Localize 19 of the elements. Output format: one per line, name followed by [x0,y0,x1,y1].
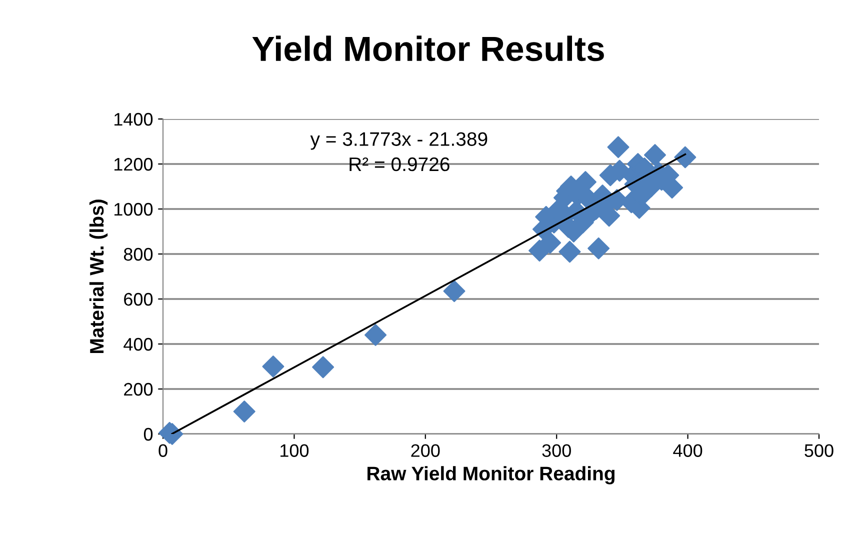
y-tick-label: 200 [124,382,153,396]
annotation: y = 3.1773x - 21.389 [310,132,488,150]
chart-title: Yield Monitor Results [252,36,604,62]
y-tick-label: 800 [124,248,153,261]
y-tick-label: 1000 [114,202,153,216]
y-axis-title: Material Wt. (lbs) [89,200,108,353]
x-axis-title: Raw Yield Monitor Reading [368,466,614,484]
x-tick-label: 400 [673,444,702,457]
y-tick-label: 1400 [114,112,153,126]
x-tick-label: 100 [280,444,309,457]
y-tick-label: 400 [124,338,153,351]
annotation: R² = 0.9726 [350,157,450,172]
x-tick-label: 200 [411,444,440,457]
x-tick-label: 300 [542,444,571,457]
y-tick-label: 600 [124,292,153,306]
x-tick-label: 500 [804,444,834,457]
y-tick-label: 0 [144,428,153,441]
x-tick-label: 0 [158,444,168,457]
y-tick-label: 1200 [114,158,153,171]
